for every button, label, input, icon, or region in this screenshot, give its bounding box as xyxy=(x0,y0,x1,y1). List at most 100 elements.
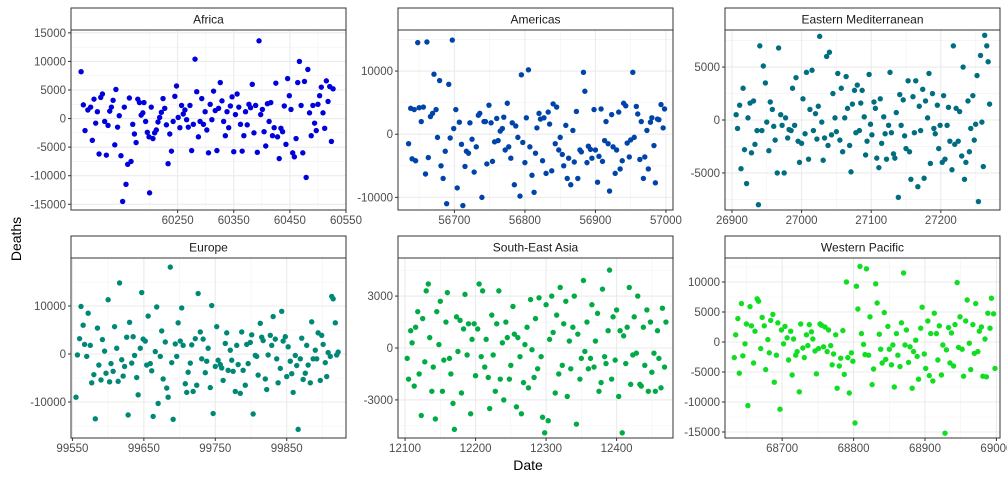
data-point xyxy=(546,336,553,343)
data-point xyxy=(652,388,659,394)
data-point xyxy=(829,362,835,368)
data-point xyxy=(423,288,429,294)
data-point xyxy=(778,112,784,118)
data-point xyxy=(194,89,200,95)
data-point xyxy=(160,376,166,382)
data-point xyxy=(953,105,959,112)
data-point xyxy=(150,413,156,420)
data-point xyxy=(289,370,295,377)
data-point xyxy=(194,382,200,388)
data-point xyxy=(276,155,282,162)
data-point xyxy=(142,338,148,344)
data-point xyxy=(269,133,276,139)
data-point xyxy=(760,63,766,69)
data-point xyxy=(185,369,191,375)
data-point xyxy=(273,80,279,86)
data-point xyxy=(279,308,285,314)
data-point xyxy=(619,158,625,164)
data-point xyxy=(525,67,532,73)
data-point xyxy=(887,69,893,76)
data-point xyxy=(515,134,521,141)
data-point xyxy=(843,73,849,80)
data-point xyxy=(155,119,161,125)
data-point xyxy=(453,314,460,320)
data-point xyxy=(286,93,293,99)
data-point xyxy=(529,347,535,353)
data-point xyxy=(635,111,641,117)
data-point xyxy=(582,348,588,355)
data-point xyxy=(759,314,765,321)
data-point xyxy=(914,353,920,360)
y-tick-label: -10000 xyxy=(30,397,66,409)
y-tick-label: 0 xyxy=(387,343,393,355)
data-point xyxy=(626,284,632,291)
data-point xyxy=(125,412,131,418)
data-point xyxy=(985,310,991,316)
data-point xyxy=(434,308,440,315)
data-point xyxy=(189,342,195,348)
data-point xyxy=(757,43,763,49)
y-tick-label: -15000 xyxy=(684,427,720,439)
data-point xyxy=(825,327,832,333)
data-point xyxy=(113,86,119,93)
data-point xyxy=(853,283,860,289)
data-point xyxy=(743,321,750,327)
data-point xyxy=(825,142,831,149)
data-point xyxy=(404,355,410,362)
data-point xyxy=(566,338,573,344)
data-point xyxy=(870,366,877,372)
data-point xyxy=(752,141,758,148)
data-point xyxy=(878,346,884,352)
data-point xyxy=(438,163,444,169)
data-point xyxy=(266,118,272,125)
data-point xyxy=(271,125,277,131)
data-point xyxy=(905,78,911,84)
data-point xyxy=(152,348,158,355)
data-point xyxy=(945,324,952,331)
data-point xyxy=(436,77,443,84)
data-point xyxy=(252,102,259,109)
data-point xyxy=(974,72,980,79)
data-point xyxy=(187,102,193,109)
data-point xyxy=(758,345,764,352)
data-point xyxy=(903,145,909,152)
data-point xyxy=(928,330,934,337)
data-point xyxy=(624,324,630,330)
data-point xyxy=(970,321,976,328)
data-point xyxy=(499,340,506,346)
data-point xyxy=(772,137,778,143)
data-point xyxy=(503,319,509,325)
data-point xyxy=(850,358,856,364)
data-point xyxy=(147,360,153,367)
panel-eastern-mediterranean: Eastern Mediterranean 26900 27000 27100 2720… xyxy=(691,7,1001,227)
data-point xyxy=(281,103,287,109)
data-point xyxy=(215,357,221,363)
data-point xyxy=(902,342,908,348)
data-point xyxy=(638,383,644,389)
data-point xyxy=(559,151,565,158)
data-point xyxy=(768,317,774,324)
data-point xyxy=(511,182,518,188)
data-point xyxy=(101,118,108,125)
data-point xyxy=(892,155,898,161)
data-point xyxy=(895,194,902,200)
data-point xyxy=(838,355,844,361)
data-point xyxy=(929,90,936,97)
data-point xyxy=(244,122,250,128)
y-tick-label: 10000 xyxy=(34,301,66,313)
data-point xyxy=(647,119,654,125)
data-point xyxy=(472,372,479,379)
data-point xyxy=(174,353,180,360)
x-tick-label: 99750 xyxy=(199,443,231,455)
data-point xyxy=(131,131,138,137)
data-point xyxy=(162,105,168,111)
data-point xyxy=(833,128,840,135)
data-point xyxy=(801,354,807,361)
data-point xyxy=(931,310,937,316)
data-point xyxy=(182,107,188,113)
data-point xyxy=(288,106,294,113)
data-point xyxy=(571,293,577,299)
data-point xyxy=(474,326,481,332)
data-point xyxy=(517,193,523,199)
x-axis-title: Date xyxy=(513,457,543,473)
